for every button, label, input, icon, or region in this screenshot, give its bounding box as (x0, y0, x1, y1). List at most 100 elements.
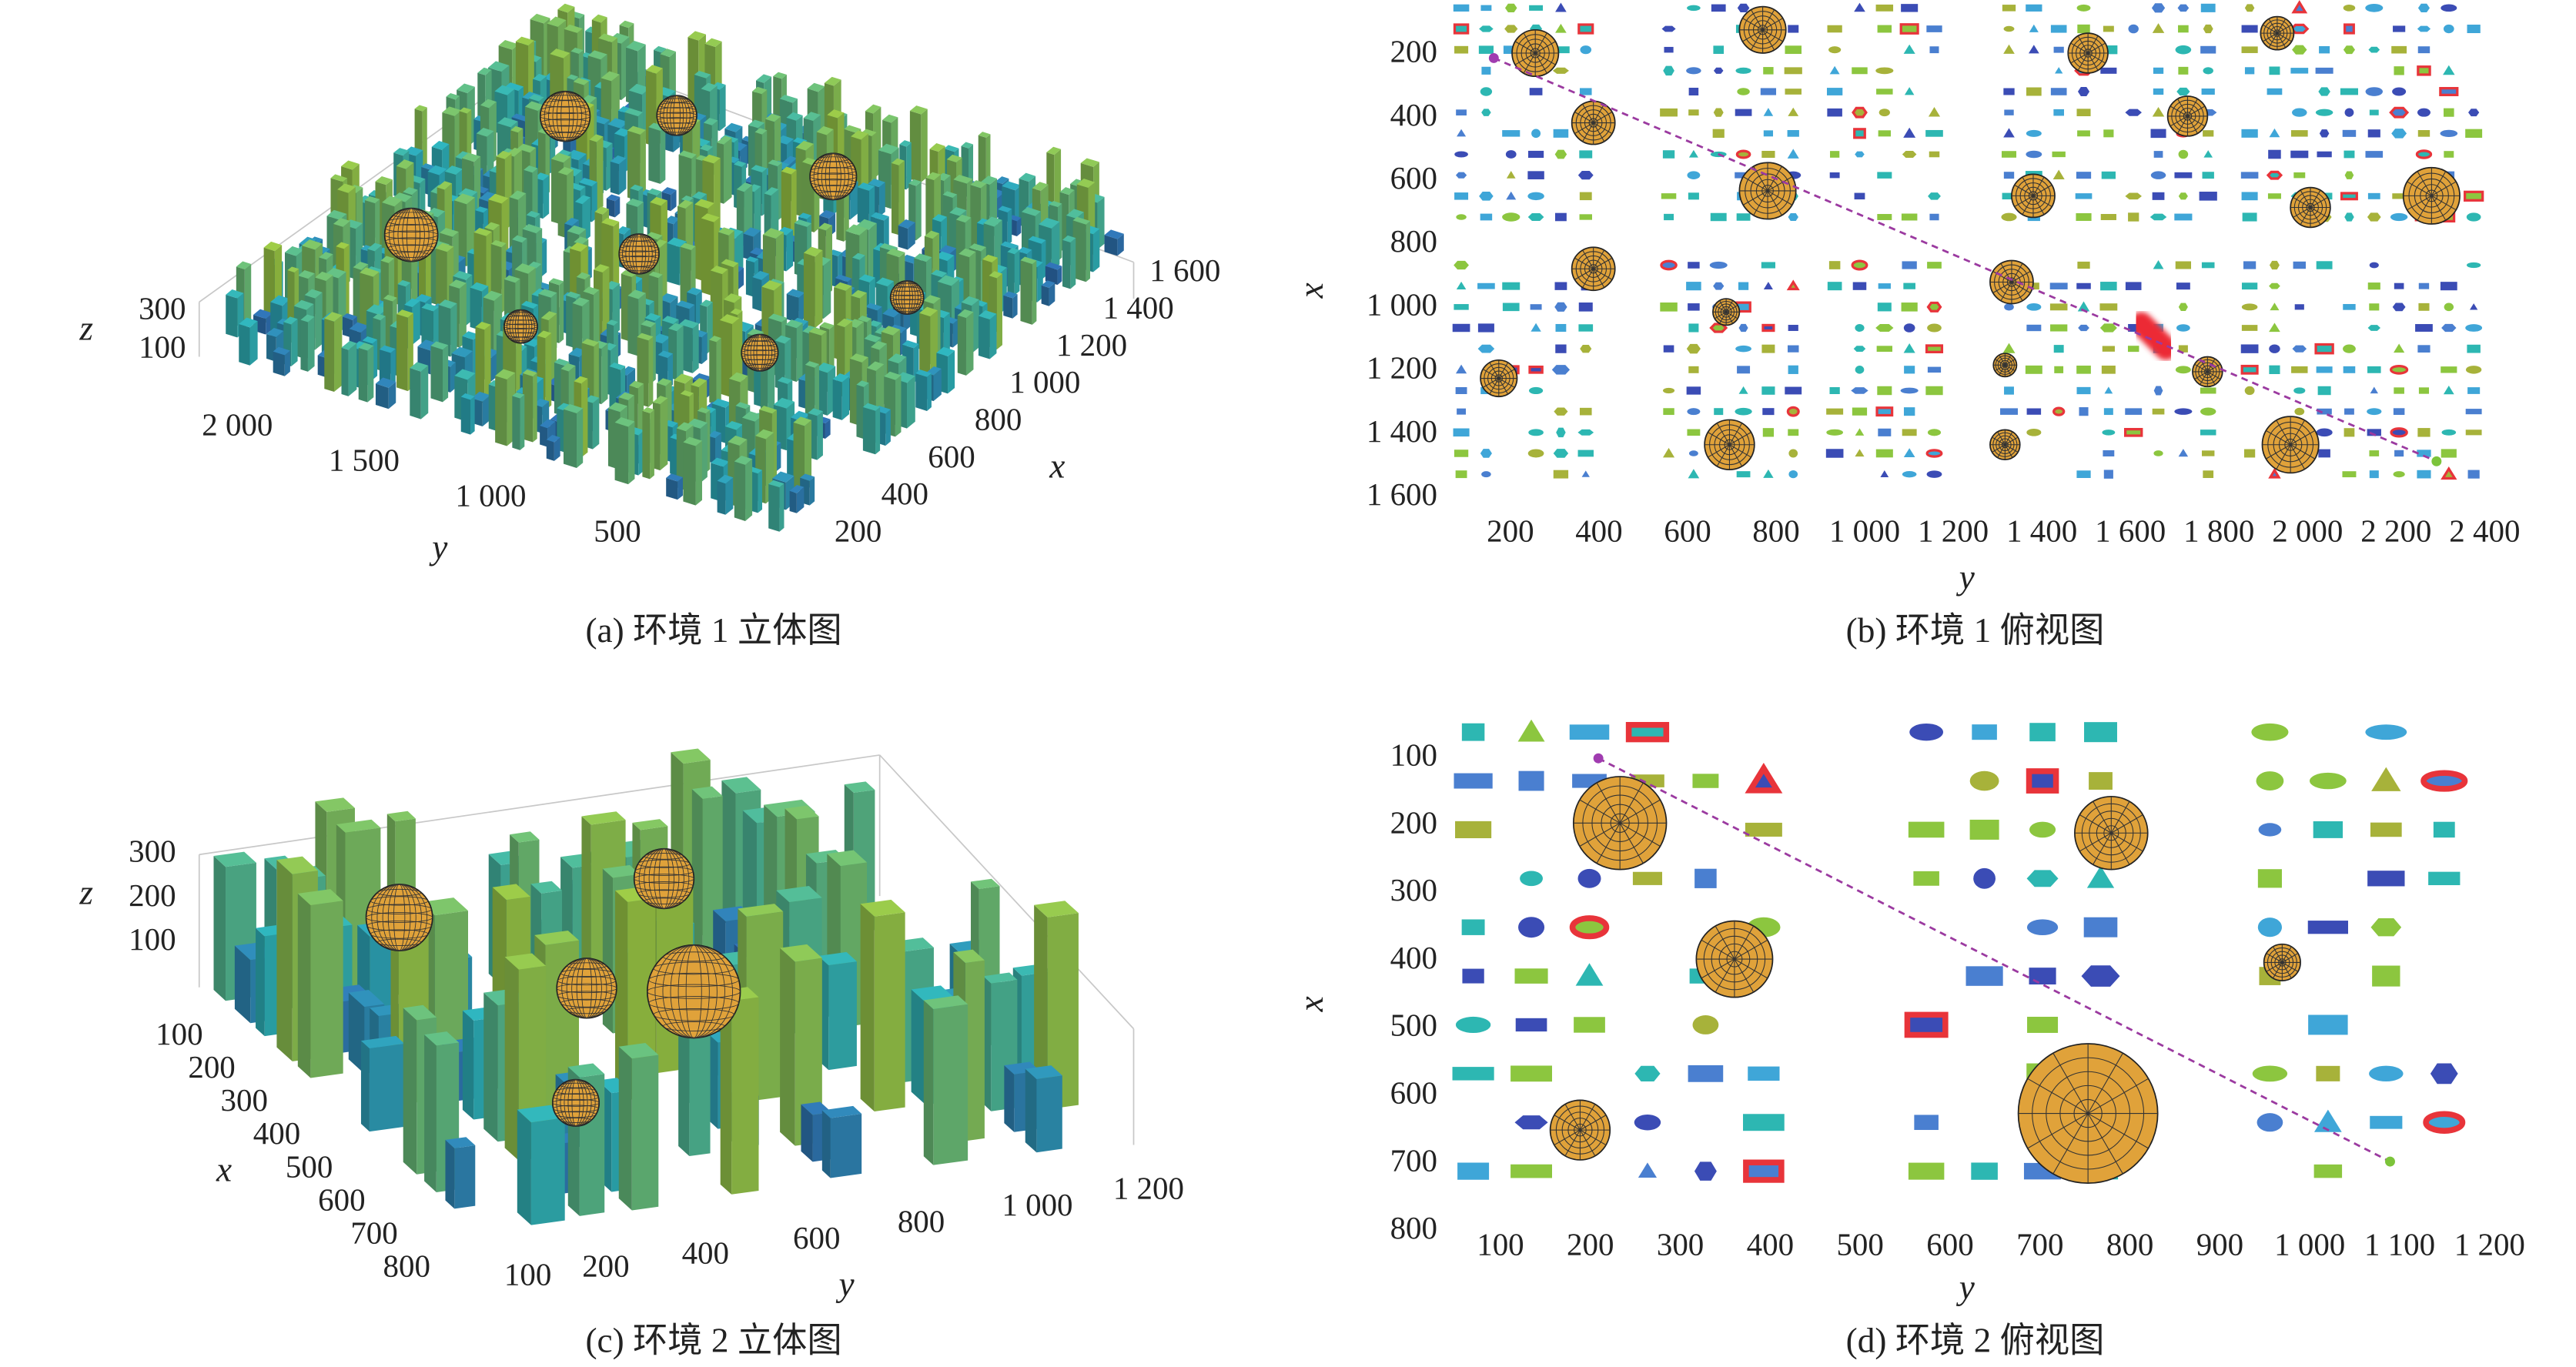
building-top (581, 811, 626, 825)
sphere-grid (813, 152, 853, 200)
obstacle (1527, 171, 1544, 179)
sphere-grid (1582, 268, 1594, 288)
sphere-grid (747, 364, 773, 369)
sphere-grid (1994, 364, 2006, 372)
building-side (388, 381, 396, 409)
building-side (724, 138, 732, 204)
building-top (687, 287, 702, 296)
sphere-grid (1753, 190, 1768, 216)
x-tick-label: 400 (882, 476, 928, 511)
building-top (808, 327, 827, 336)
building-top (919, 306, 938, 317)
caption: (a) 环境 1 立体图 (585, 611, 841, 650)
sphere-grid (2052, 1113, 2089, 1175)
obstacle (2390, 212, 2408, 222)
sphere-grid (2077, 35, 2089, 54)
obstacle (1664, 46, 1674, 53)
building-top (349, 322, 370, 333)
building-top (606, 194, 621, 202)
sphere (741, 333, 779, 372)
obstacle (2151, 3, 2166, 13)
building-top (794, 219, 812, 227)
sphere-grid (1582, 122, 1594, 142)
building-side (433, 306, 439, 352)
sphere-grid (890, 299, 924, 305)
building-top (449, 279, 467, 289)
obstacle (2125, 109, 2142, 116)
obstacle (1738, 282, 1749, 290)
building-top (510, 125, 524, 133)
building-top (440, 228, 459, 237)
obstacle (1876, 89, 1893, 95)
obstacle (2049, 282, 2068, 289)
building-side (860, 904, 875, 1111)
sphere-grid (2111, 832, 2143, 852)
sphere (646, 944, 741, 1039)
sphere-grid (557, 976, 617, 986)
sphere-grid (2293, 207, 2311, 218)
building-side (244, 263, 252, 328)
sphere-grid (2011, 282, 2023, 302)
obstacle (2077, 130, 2090, 137)
obstacle (1904, 1011, 1949, 1038)
obstacle (2077, 24, 2090, 34)
building-top (909, 105, 928, 115)
sphere-grid (553, 1093, 599, 1101)
obstacle (2340, 192, 2358, 201)
building-side (284, 350, 290, 376)
obstacle (1903, 407, 1915, 416)
sphere-grid (2262, 32, 2278, 42)
obstacle (2128, 212, 2139, 222)
obstacle (1578, 324, 1594, 332)
building-top (462, 331, 480, 340)
building-top (326, 209, 347, 220)
sphere-grid (743, 359, 776, 365)
building-top (496, 150, 512, 159)
building-top (827, 850, 868, 867)
building-top (717, 474, 734, 484)
building-top (494, 85, 515, 95)
obstacle (2316, 428, 2333, 437)
building-side (592, 397, 600, 450)
sphere-grid (2282, 953, 2299, 963)
sphere-grid (1701, 939, 1735, 960)
building-top (1039, 217, 1060, 229)
building-top (546, 435, 560, 443)
sphere-grid (1498, 378, 1515, 388)
obstacle (2099, 323, 2117, 333)
obstacle (2152, 408, 2165, 415)
obstacle (1454, 773, 1493, 789)
building-top (936, 346, 955, 356)
obstacle (2053, 46, 2064, 53)
building-top (360, 1035, 405, 1049)
y-tick-label: 400 (682, 1235, 729, 1270)
building-top (865, 104, 882, 114)
obstacle (2417, 345, 2430, 353)
obstacle (1904, 366, 1915, 374)
building-top (683, 436, 702, 446)
sphere-grid (2187, 115, 2206, 127)
building-side (878, 182, 885, 217)
sphere-grid (625, 236, 653, 242)
building-top (226, 289, 244, 299)
obstacle (1581, 470, 1590, 477)
obstacle (2268, 467, 2281, 479)
y-tick-label: 1 000 (1829, 513, 1900, 549)
obstacle (1454, 450, 1469, 457)
y-tick-label: 1 000 (1002, 1187, 1072, 1222)
y-tick-label: 1 800 (2183, 513, 2254, 549)
obstacle (2002, 5, 2016, 12)
building-side (915, 373, 928, 412)
building-top (297, 889, 343, 906)
sphere-grid (2207, 371, 2221, 380)
sphere-grid (1714, 311, 1727, 319)
building-side (310, 901, 343, 1078)
obstacle (1453, 428, 1470, 437)
building-top (827, 109, 845, 119)
sphere-grid (1767, 190, 1782, 216)
building-side (540, 425, 548, 447)
building-side (925, 177, 935, 246)
obstacle (2370, 822, 2402, 837)
obstacle (2441, 4, 2457, 12)
